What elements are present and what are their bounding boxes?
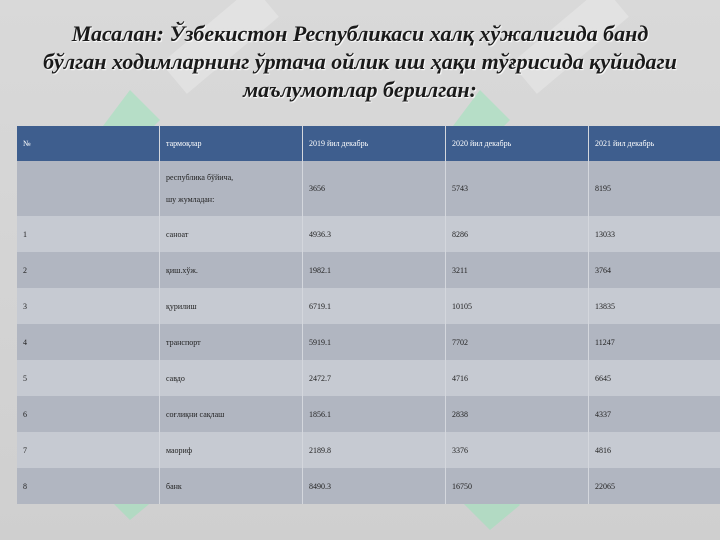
row-number: 4	[17, 324, 160, 360]
branch-cell: маориф	[159, 432, 303, 468]
value-cell: 3376	[445, 432, 589, 468]
column-header: тармоқлар	[159, 126, 303, 161]
value-cell: 3211	[445, 252, 589, 288]
branch-cell: банк	[159, 468, 303, 504]
row-number: 5	[17, 360, 160, 396]
row-number: 7	[17, 432, 160, 468]
value-cell: 4816	[588, 432, 720, 468]
value-cell: 5743	[445, 161, 589, 216]
branch-line: шу жумладан:	[166, 194, 215, 204]
header-row: № тармоқлар 2019 йил декабрь 2020 йил декаб…	[17, 126, 720, 161]
branch-cell: қиш.хўж.	[159, 252, 303, 288]
value-cell: 1982.1	[302, 252, 446, 288]
branch-cell: саноат	[159, 216, 303, 252]
branch-cell: транспорт	[159, 324, 303, 360]
table-row: 5 савдо 2472.7 4716 6645	[17, 360, 720, 396]
value-cell: 8286	[445, 216, 589, 252]
value-cell: 13033	[588, 216, 720, 252]
branch-cell: республика бўйича, шу жумладан:	[159, 161, 303, 216]
value-cell: 11247	[588, 324, 720, 360]
column-header: 2021 йил декабрь	[588, 126, 720, 161]
table-row: 4 транспорт 5919.1 7702 11247	[17, 324, 720, 360]
value-cell: 7702	[445, 324, 589, 360]
branch-cell: савдо	[159, 360, 303, 396]
value-cell: 2472.7	[302, 360, 446, 396]
slide-title: Масалан: Ўзбекистон Республикаси халқ хў…	[43, 21, 677, 102]
branch-cell: қурилиш	[159, 288, 303, 324]
table-row: 3 қурилиш 6719.1 10105 13835	[17, 288, 720, 324]
value-cell: 22065	[588, 468, 720, 504]
value-cell: 13835	[588, 288, 720, 324]
value-cell: 3764	[588, 252, 720, 288]
value-cell: 2838	[445, 396, 589, 432]
column-header: №	[17, 126, 160, 161]
column-header: 2019 йил декабрь	[302, 126, 446, 161]
value-cell: 4936.3	[302, 216, 446, 252]
value-cell: 16750	[445, 468, 589, 504]
column-header: 2020 йил декабрь	[445, 126, 589, 161]
data-table: № тармоқлар 2019 йил декабрь 2020 йил декаб…	[17, 126, 720, 504]
value-cell: 4716	[445, 360, 589, 396]
value-cell: 6645	[588, 360, 720, 396]
table-row: республика бўйича, шу жумладан: 3656 5743 81…	[17, 161, 720, 216]
value-cell: 4337	[588, 396, 720, 432]
row-number: 2	[17, 252, 160, 288]
value-cell: 10105	[445, 288, 589, 324]
branch-line: республика бўйича,	[166, 172, 234, 182]
value-cell: 5919.1	[302, 324, 446, 360]
row-number: 3	[17, 288, 160, 324]
table-row: 7 маориф 2189.8 3376 4816	[17, 432, 720, 468]
value-cell: 2189.8	[302, 432, 446, 468]
row-number: 1	[17, 216, 160, 252]
value-cell: 8490.3	[302, 468, 446, 504]
value-cell: 8195	[588, 161, 720, 216]
row-number: 8	[17, 468, 160, 504]
value-cell: 3656	[302, 161, 446, 216]
table-row: 6 соғлиқни сақлаш 1856.1 2838 4337	[17, 396, 720, 432]
branch-cell: соғлиқни сақлаш	[159, 396, 303, 432]
table-row: 2 қиш.хўж. 1982.1 3211 3764	[17, 252, 720, 288]
value-cell: 1856.1	[302, 396, 446, 432]
value-cell: 6719.1	[302, 288, 446, 324]
row-number	[17, 161, 160, 216]
table-row: 1 саноат 4936.3 8286 13033	[17, 216, 720, 252]
table-row: 8 банк 8490.3 16750 22065	[17, 468, 720, 504]
row-number: 6	[17, 396, 160, 432]
